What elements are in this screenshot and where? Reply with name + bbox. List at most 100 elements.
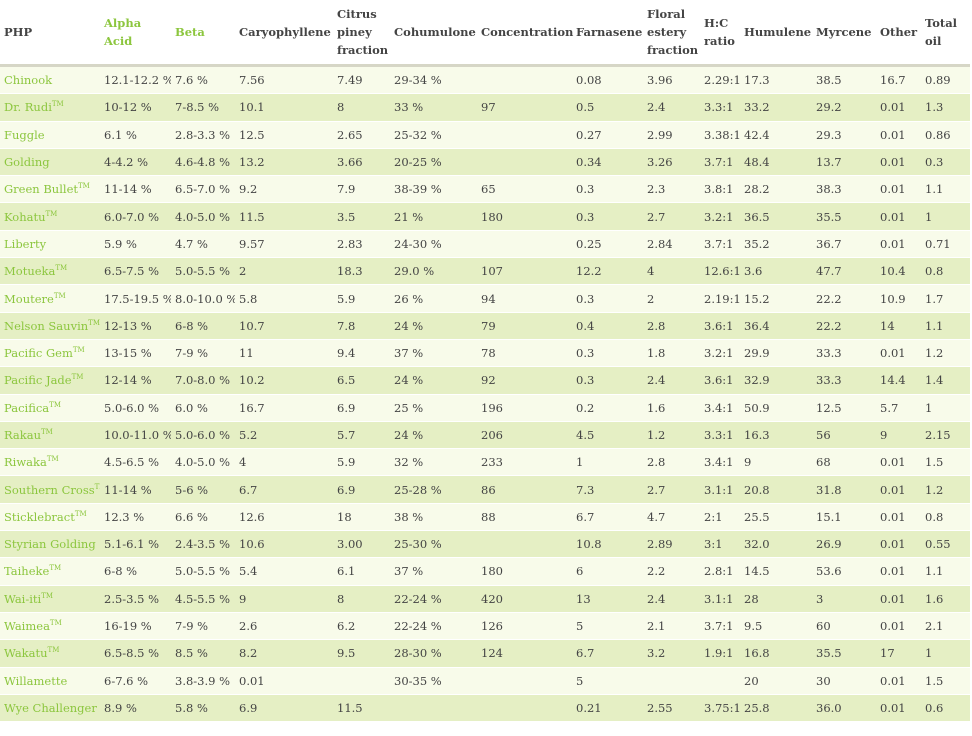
table-cell: 94 (477, 284, 572, 313)
table-cell: 22-24 % (390, 585, 477, 613)
table-cell: 0.01 (876, 202, 921, 231)
table-cell: 14 (876, 312, 921, 340)
hop-name: Wai-iti (4, 591, 42, 606)
column-header: Humulene (740, 0, 812, 67)
table-cell: 1.1 (921, 175, 970, 204)
table-cell: 10.6 (235, 530, 333, 559)
table-cell: 8 (333, 93, 390, 122)
table-cell: 12.6:1 (700, 257, 740, 286)
table-cell: 38-39 % (390, 175, 477, 204)
hop-name-cell: Willamette (0, 667, 100, 695)
table-row: SticklebractTM 12.3 % 6.6 % 12.6 18 38 % 88 6.7… (0, 503, 970, 532)
table-cell: 9.57 (235, 230, 333, 259)
table-cell: 2.2 (643, 557, 700, 586)
column-header: Beta (171, 0, 235, 67)
hop-name-cell: Pacific JadeTM (0, 366, 100, 395)
column-header: Caryophyllene (235, 0, 333, 67)
table-cell: 37 % (390, 557, 477, 586)
table-cell: 2.4 (643, 585, 700, 613)
table-cell: 0.3 (572, 284, 643, 313)
table-cell: 3.3:1 (700, 93, 740, 122)
hop-name-cell: Green BulletTM (0, 175, 100, 204)
column-header: Other (876, 0, 921, 67)
hop-name-cell: MotuekaTM (0, 257, 100, 286)
table-cell: 17.5-19.5 % (100, 284, 171, 313)
table-cell: 15.1 (812, 503, 876, 532)
table-cell: 3.7:1 (700, 612, 740, 641)
table-cell: 53.6 (812, 557, 876, 586)
table-cell: 12.2 (572, 257, 643, 286)
hop-name-cell: Wye Challenger (0, 694, 100, 723)
hop-name: Dr. Rudi (4, 100, 52, 115)
table-cell: 21 % (390, 202, 477, 231)
table-cell: 2 (235, 257, 333, 286)
hop-name-cell: SticklebractTM (0, 503, 100, 532)
table-cell: 2.8 (643, 448, 700, 477)
table-cell: 26 % (390, 284, 477, 313)
table-cell: 11-14 % (100, 175, 171, 204)
hop-name-cell: Dr. RudiTM (0, 93, 100, 122)
table-cell: 2.8:1 (700, 557, 740, 586)
table-cell: 3.96 (643, 65, 700, 95)
table-row: Liberty 5.9 % 4.7 % 9.57 2.83 24-30 % 0.25 2.84… (0, 230, 970, 259)
table-cell: 25.5 (740, 503, 812, 532)
table-cell: 12.5 (812, 394, 876, 422)
table-cell: 7.8 (333, 312, 390, 340)
table-cell: 1.9:1 (700, 639, 740, 668)
table-cell: 0.01 (876, 93, 921, 122)
table-cell: 0.21 (572, 694, 643, 723)
hop-name-cell: Southern CrossTM (0, 475, 100, 504)
trademark-mark: TM (41, 428, 53, 436)
table-cell: 5.8 % (171, 694, 235, 723)
table-row: RiwakaTM 4.5-6.5 % 4.0-5.0 % 4 5.9 32 % 233 1 2.… (0, 448, 970, 477)
table-cell: 420 (477, 585, 572, 613)
column-header: Alpha Acid (100, 0, 171, 67)
trademark-mark: TM (55, 264, 68, 273)
table-cell: 6.9 (333, 394, 390, 422)
hop-name: Green Bullet (4, 182, 78, 197)
table-cell: 6-7.6 % (100, 667, 171, 695)
table-cell: 2.8 (643, 312, 700, 340)
table-cell: 8.2 (235, 639, 333, 668)
hop-name: Wakatu (4, 646, 48, 661)
table-cell: 5.8 (235, 284, 333, 313)
table-cell: 48.4 (740, 148, 812, 177)
table-cell: 10.2 (235, 366, 333, 395)
table-cell: 92 (477, 366, 572, 395)
table-cell: 2.84 (643, 230, 700, 259)
table-cell: 2.6 (235, 612, 333, 641)
table-cell: 0.86 (921, 121, 970, 149)
table-cell: 33 % (390, 93, 477, 122)
table-cell: 2.19:1 (700, 284, 740, 313)
table-row: Dr. RudiTM 10-12 % 7-8.5 % 10.1 8 33 % 97 0.5 2.… (0, 93, 970, 122)
table-cell: 88 (477, 503, 572, 532)
table-cell: 25-28 % (390, 475, 477, 504)
table-row: Green BulletTM 11-14 % 6.5-7.0 % 9.2 7.9 38-3… (0, 175, 970, 204)
table-cell: 8 (333, 585, 390, 613)
table-cell: 11-14 % (100, 475, 171, 504)
table-cell: 4.5 (572, 421, 643, 450)
table-row: KohatuTM 6.0-7.0 % 4.0-5.0 % 11.5 3.5 21 % 180… (0, 202, 970, 231)
trademark-mark: TM (49, 564, 62, 573)
table-cell: 29.9 (740, 339, 812, 368)
table-cell: 3 (812, 585, 876, 613)
table-cell: 1 (921, 639, 970, 668)
table-cell: 124 (477, 639, 572, 668)
hop-name: Golding (4, 155, 50, 170)
trademark-mark: TM (71, 373, 84, 382)
table-cell: 6.9 (333, 475, 390, 504)
table-cell: 6.7 (235, 475, 333, 504)
table-cell: 1 (921, 394, 970, 422)
table-row: MotuekaTM 6.5-7.5 % 5.0-5.5 % 2 18.3 29.0 % 10… (0, 257, 970, 286)
table-cell: 1.2 (921, 475, 970, 504)
hop-name: Liberty (4, 236, 47, 251)
table-cell: 13 (572, 585, 643, 613)
table-cell: 107 (477, 257, 572, 286)
table-cell: 29.2 (812, 93, 876, 122)
table-cell: 233 (477, 448, 572, 477)
table-cell: 17 (876, 639, 921, 668)
table-cell: 26.9 (812, 530, 876, 559)
hop-name: Riwaka (4, 455, 47, 470)
trademark-mark: TM (51, 100, 64, 109)
hop-name: Nelson Sauvin (4, 318, 89, 333)
